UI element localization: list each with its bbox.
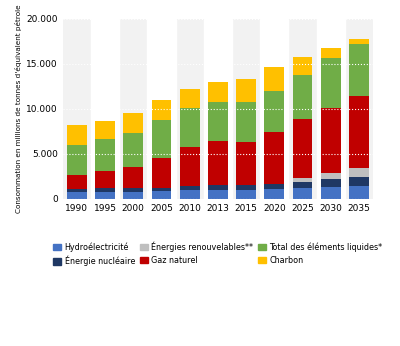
Bar bbox=[349, 39, 369, 44]
Bar bbox=[293, 75, 312, 119]
Bar bbox=[349, 168, 369, 177]
Bar bbox=[208, 190, 228, 199]
Bar bbox=[236, 142, 256, 185]
Bar bbox=[67, 125, 87, 145]
Bar bbox=[236, 102, 256, 142]
Bar bbox=[67, 192, 87, 199]
Bar bbox=[204, 18, 232, 199]
Bar bbox=[180, 147, 200, 186]
Bar bbox=[264, 183, 284, 189]
Bar bbox=[264, 67, 284, 91]
Bar bbox=[264, 132, 284, 183]
Bar bbox=[293, 178, 312, 182]
Bar bbox=[152, 100, 171, 120]
Bar bbox=[180, 186, 200, 190]
Bar bbox=[260, 18, 288, 199]
Bar bbox=[67, 145, 87, 174]
Bar bbox=[208, 141, 228, 185]
Bar bbox=[180, 108, 200, 147]
Bar bbox=[293, 182, 312, 188]
Bar bbox=[349, 177, 369, 186]
Bar bbox=[236, 190, 256, 199]
Bar bbox=[208, 82, 228, 102]
Bar bbox=[95, 121, 115, 139]
Bar bbox=[95, 192, 115, 199]
Bar bbox=[236, 185, 256, 190]
Bar bbox=[236, 79, 256, 102]
Bar bbox=[95, 139, 115, 171]
Bar bbox=[321, 179, 341, 187]
Bar bbox=[208, 185, 228, 190]
Legend: Hydroélectricité, Énergie nucléaire, Énergies renouvelables**, Gaz naturel, Tota: Hydroélectricité, Énergie nucléaire, Éne… bbox=[51, 239, 385, 269]
Bar bbox=[95, 171, 115, 189]
Bar bbox=[349, 95, 369, 168]
Bar bbox=[293, 119, 312, 178]
Bar bbox=[123, 134, 143, 167]
Bar bbox=[123, 192, 143, 199]
Bar bbox=[123, 189, 143, 192]
Bar bbox=[123, 113, 143, 134]
Bar bbox=[67, 174, 87, 189]
Bar bbox=[321, 48, 341, 58]
Bar bbox=[321, 108, 341, 173]
Bar bbox=[152, 158, 171, 188]
Y-axis label: Consommation en millions de tonnes d'équivalent pétrole: Consommation en millions de tonnes d'équ… bbox=[15, 4, 22, 213]
Bar bbox=[264, 189, 284, 199]
Bar bbox=[123, 167, 143, 189]
Bar bbox=[349, 44, 369, 95]
Bar bbox=[349, 186, 369, 199]
Bar bbox=[293, 188, 312, 199]
Bar bbox=[180, 190, 200, 199]
Bar bbox=[208, 102, 228, 141]
Bar bbox=[264, 91, 284, 132]
Bar bbox=[67, 189, 87, 192]
Bar bbox=[293, 57, 312, 75]
Bar bbox=[91, 18, 119, 199]
Bar bbox=[152, 120, 171, 158]
Bar bbox=[321, 173, 341, 179]
Bar bbox=[152, 191, 171, 199]
Bar bbox=[95, 189, 115, 192]
Bar bbox=[317, 18, 345, 199]
Bar bbox=[147, 18, 176, 199]
Bar bbox=[152, 188, 171, 191]
Bar bbox=[180, 89, 200, 108]
Bar bbox=[321, 58, 341, 108]
Bar bbox=[321, 187, 341, 199]
